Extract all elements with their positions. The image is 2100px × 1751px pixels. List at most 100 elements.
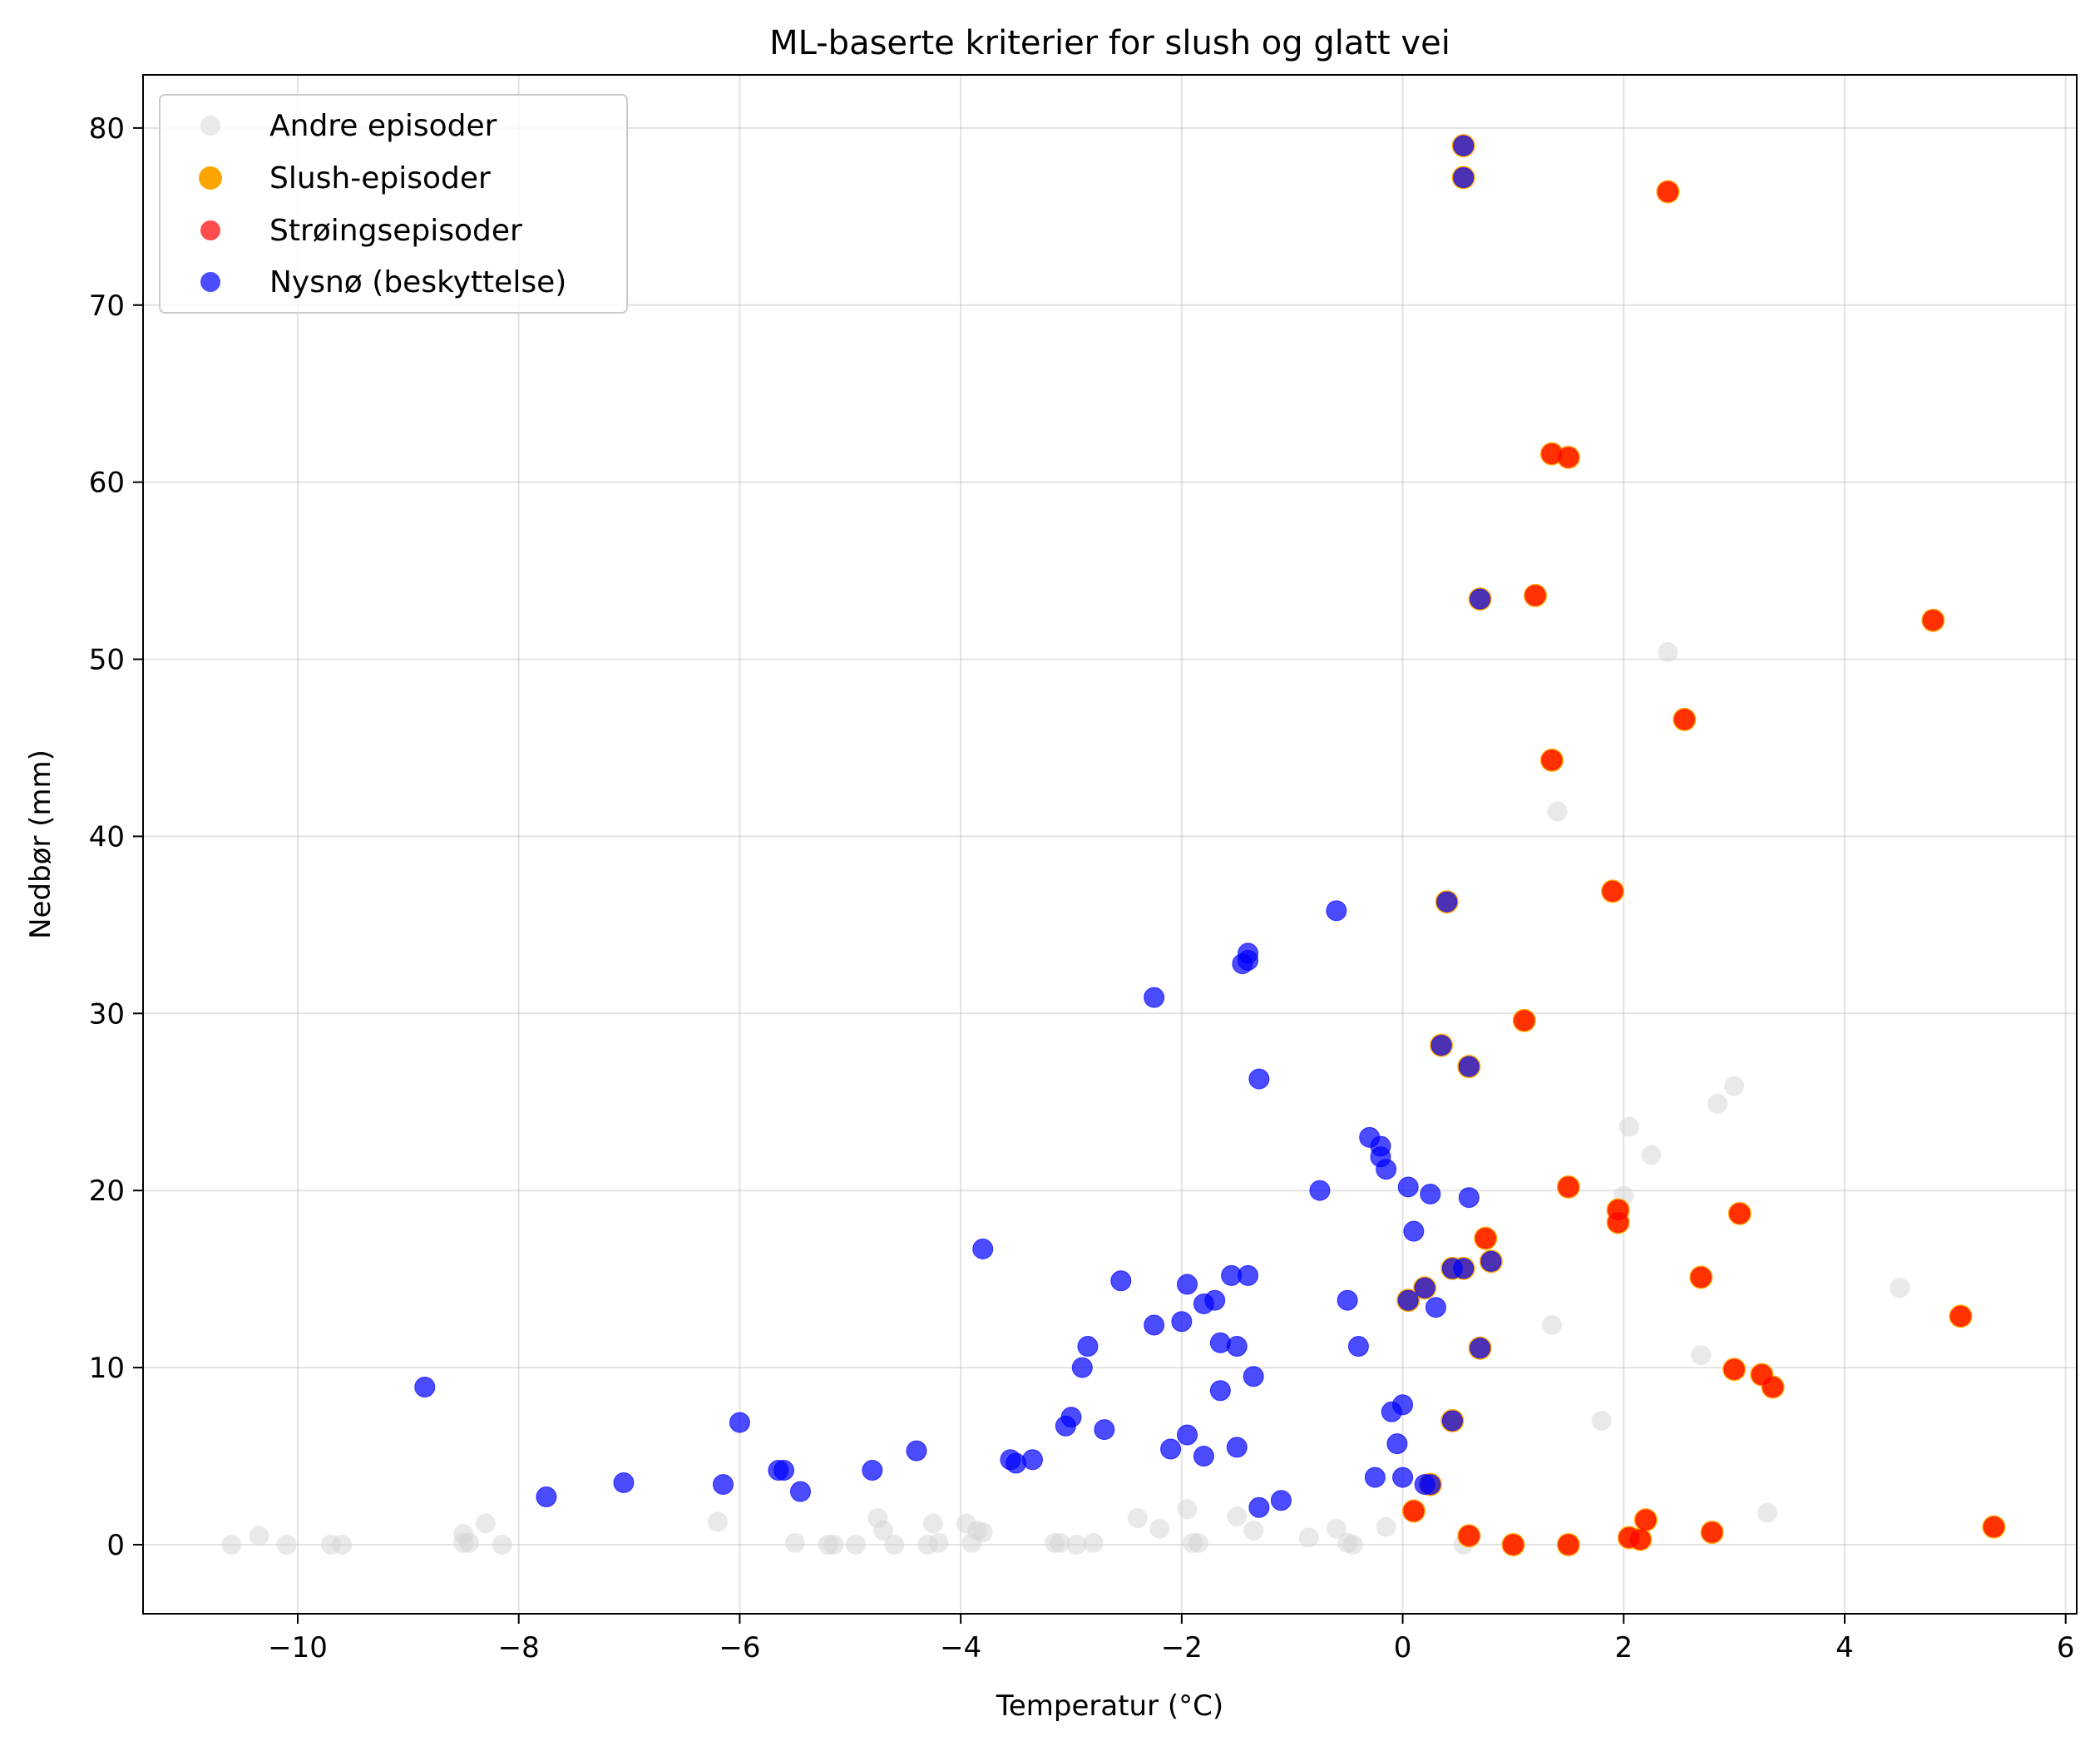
point-stroingsepisoder	[1629, 1529, 1651, 1551]
point-stroingsepisoder	[1558, 1534, 1579, 1556]
point-stroingsepisoder	[1723, 1358, 1745, 1380]
point-andre-episoder	[1342, 1534, 1363, 1555]
point-nysno	[1403, 1220, 1425, 1242]
point-andre-episoder	[1691, 1345, 1712, 1366]
point-nysno	[1077, 1336, 1099, 1358]
point-nysno	[1110, 1270, 1132, 1292]
legend-marker-stroing	[200, 220, 220, 240]
legend-label-nysno: Nysnø (beskyttelse)	[269, 265, 566, 299]
point-nysno	[1177, 1424, 1198, 1446]
point-andre-episoder	[1757, 1502, 1777, 1523]
point-andre-episoder	[458, 1532, 479, 1553]
point-nysno	[1376, 1159, 1397, 1180]
x-tick-label: −6	[719, 1631, 760, 1664]
point-andre-episoder	[972, 1522, 993, 1543]
point-stroingsepisoder	[1983, 1516, 2004, 1538]
point-nysno	[1248, 1496, 1270, 1518]
point-nysno	[1160, 1438, 1182, 1460]
point-stroingsepisoder	[1541, 749, 1563, 771]
point-andre-episoder	[1227, 1506, 1248, 1526]
point-nysno	[1337, 1289, 1358, 1311]
point-stroingsepisoder	[1602, 880, 1623, 902]
legend-marker-nysno	[200, 272, 220, 292]
point-andre-episoder	[873, 1520, 894, 1541]
point-andre-episoder	[1298, 1527, 1319, 1548]
x-tick-label: −2	[1161, 1631, 1203, 1664]
point-nysno	[713, 1474, 734, 1496]
x-tick-label: 4	[1836, 1631, 1854, 1664]
point-andre-episoder	[823, 1534, 844, 1555]
point-nysno	[1392, 1467, 1414, 1488]
point-nysno	[1436, 891, 1458, 913]
point-andre-episoder	[492, 1534, 512, 1555]
y-tick-label: 20	[89, 1175, 125, 1208]
y-tick-label: 80	[89, 112, 125, 146]
point-stroingsepisoder	[1729, 1203, 1751, 1224]
legend-marker-andre	[200, 116, 220, 136]
point-nysno	[1144, 987, 1165, 1008]
point-andre-episoder	[707, 1511, 728, 1532]
x-tick-label: 0	[1394, 1631, 1412, 1664]
point-stroingsepisoder	[1502, 1534, 1524, 1556]
point-andre-episoder	[1641, 1145, 1662, 1165]
y-tick-label: 10	[89, 1352, 125, 1385]
point-nysno	[1238, 1264, 1259, 1286]
legend-box	[159, 94, 628, 314]
x-tick-label: 2	[1614, 1631, 1633, 1664]
point-andre-episoder	[1177, 1499, 1198, 1520]
point-nysno	[1248, 1068, 1270, 1090]
point-nysno	[1226, 1336, 1248, 1358]
point-stroingsepisoder	[1558, 447, 1579, 468]
point-nysno	[1397, 1289, 1419, 1311]
point-andre-episoder	[1326, 1518, 1346, 1539]
point-nysno	[906, 1440, 927, 1462]
point-nysno	[862, 1460, 883, 1481]
point-nysno	[1480, 1250, 1502, 1272]
point-andre-episoder	[1050, 1532, 1070, 1553]
plot-frame	[142, 74, 2078, 1615]
point-andre-episoder	[249, 1526, 269, 1546]
points	[221, 134, 2006, 1556]
point-andre-episoder	[276, 1534, 297, 1555]
series-nysno	[414, 135, 1502, 1518]
point-nysno	[1209, 1380, 1231, 1402]
point-andre-episoder	[1127, 1508, 1148, 1529]
point-nysno	[1193, 1446, 1214, 1467]
point-nysno	[1226, 1437, 1248, 1458]
point-stroingsepisoder	[1673, 709, 1695, 730]
point-andre-episoder	[1083, 1532, 1104, 1553]
point-nysno	[1453, 1258, 1475, 1279]
point-nysno	[1144, 1314, 1165, 1336]
point-nysno	[1071, 1357, 1093, 1378]
point-nysno	[1364, 1467, 1386, 1488]
legend-label-andre: Andre episoder	[269, 109, 497, 143]
point-nysno	[1381, 1401, 1402, 1422]
point-nysno	[1458, 1056, 1480, 1077]
point-andre-episoder	[784, 1532, 805, 1553]
point-nysno	[1420, 1183, 1441, 1204]
point-nysno	[536, 1486, 557, 1507]
legend-marker-slush	[199, 166, 222, 190]
point-stroingsepisoder	[1690, 1267, 1712, 1289]
point-nysno	[790, 1481, 811, 1502]
point-nysno	[1458, 1187, 1480, 1209]
point-andre-episoder	[1376, 1516, 1396, 1537]
point-andre-episoder	[845, 1534, 866, 1555]
y-tick-label: 40	[89, 820, 125, 853]
point-stroingsepisoder	[1403, 1501, 1425, 1522]
y-tick-label: 50	[89, 644, 125, 677]
point-andre-episoder	[922, 1513, 943, 1534]
point-nysno	[1453, 166, 1475, 188]
point-nysno	[1270, 1490, 1292, 1511]
point-andre-episoder	[1547, 801, 1568, 822]
series-andre-episoder	[221, 642, 1910, 1555]
point-nysno	[729, 1412, 750, 1433]
y-tick-label: 60	[89, 467, 125, 500]
point-andre-episoder	[475, 1513, 496, 1534]
point-nysno	[1309, 1180, 1331, 1201]
point-nysno	[1177, 1274, 1198, 1295]
point-nysno	[1193, 1293, 1214, 1314]
